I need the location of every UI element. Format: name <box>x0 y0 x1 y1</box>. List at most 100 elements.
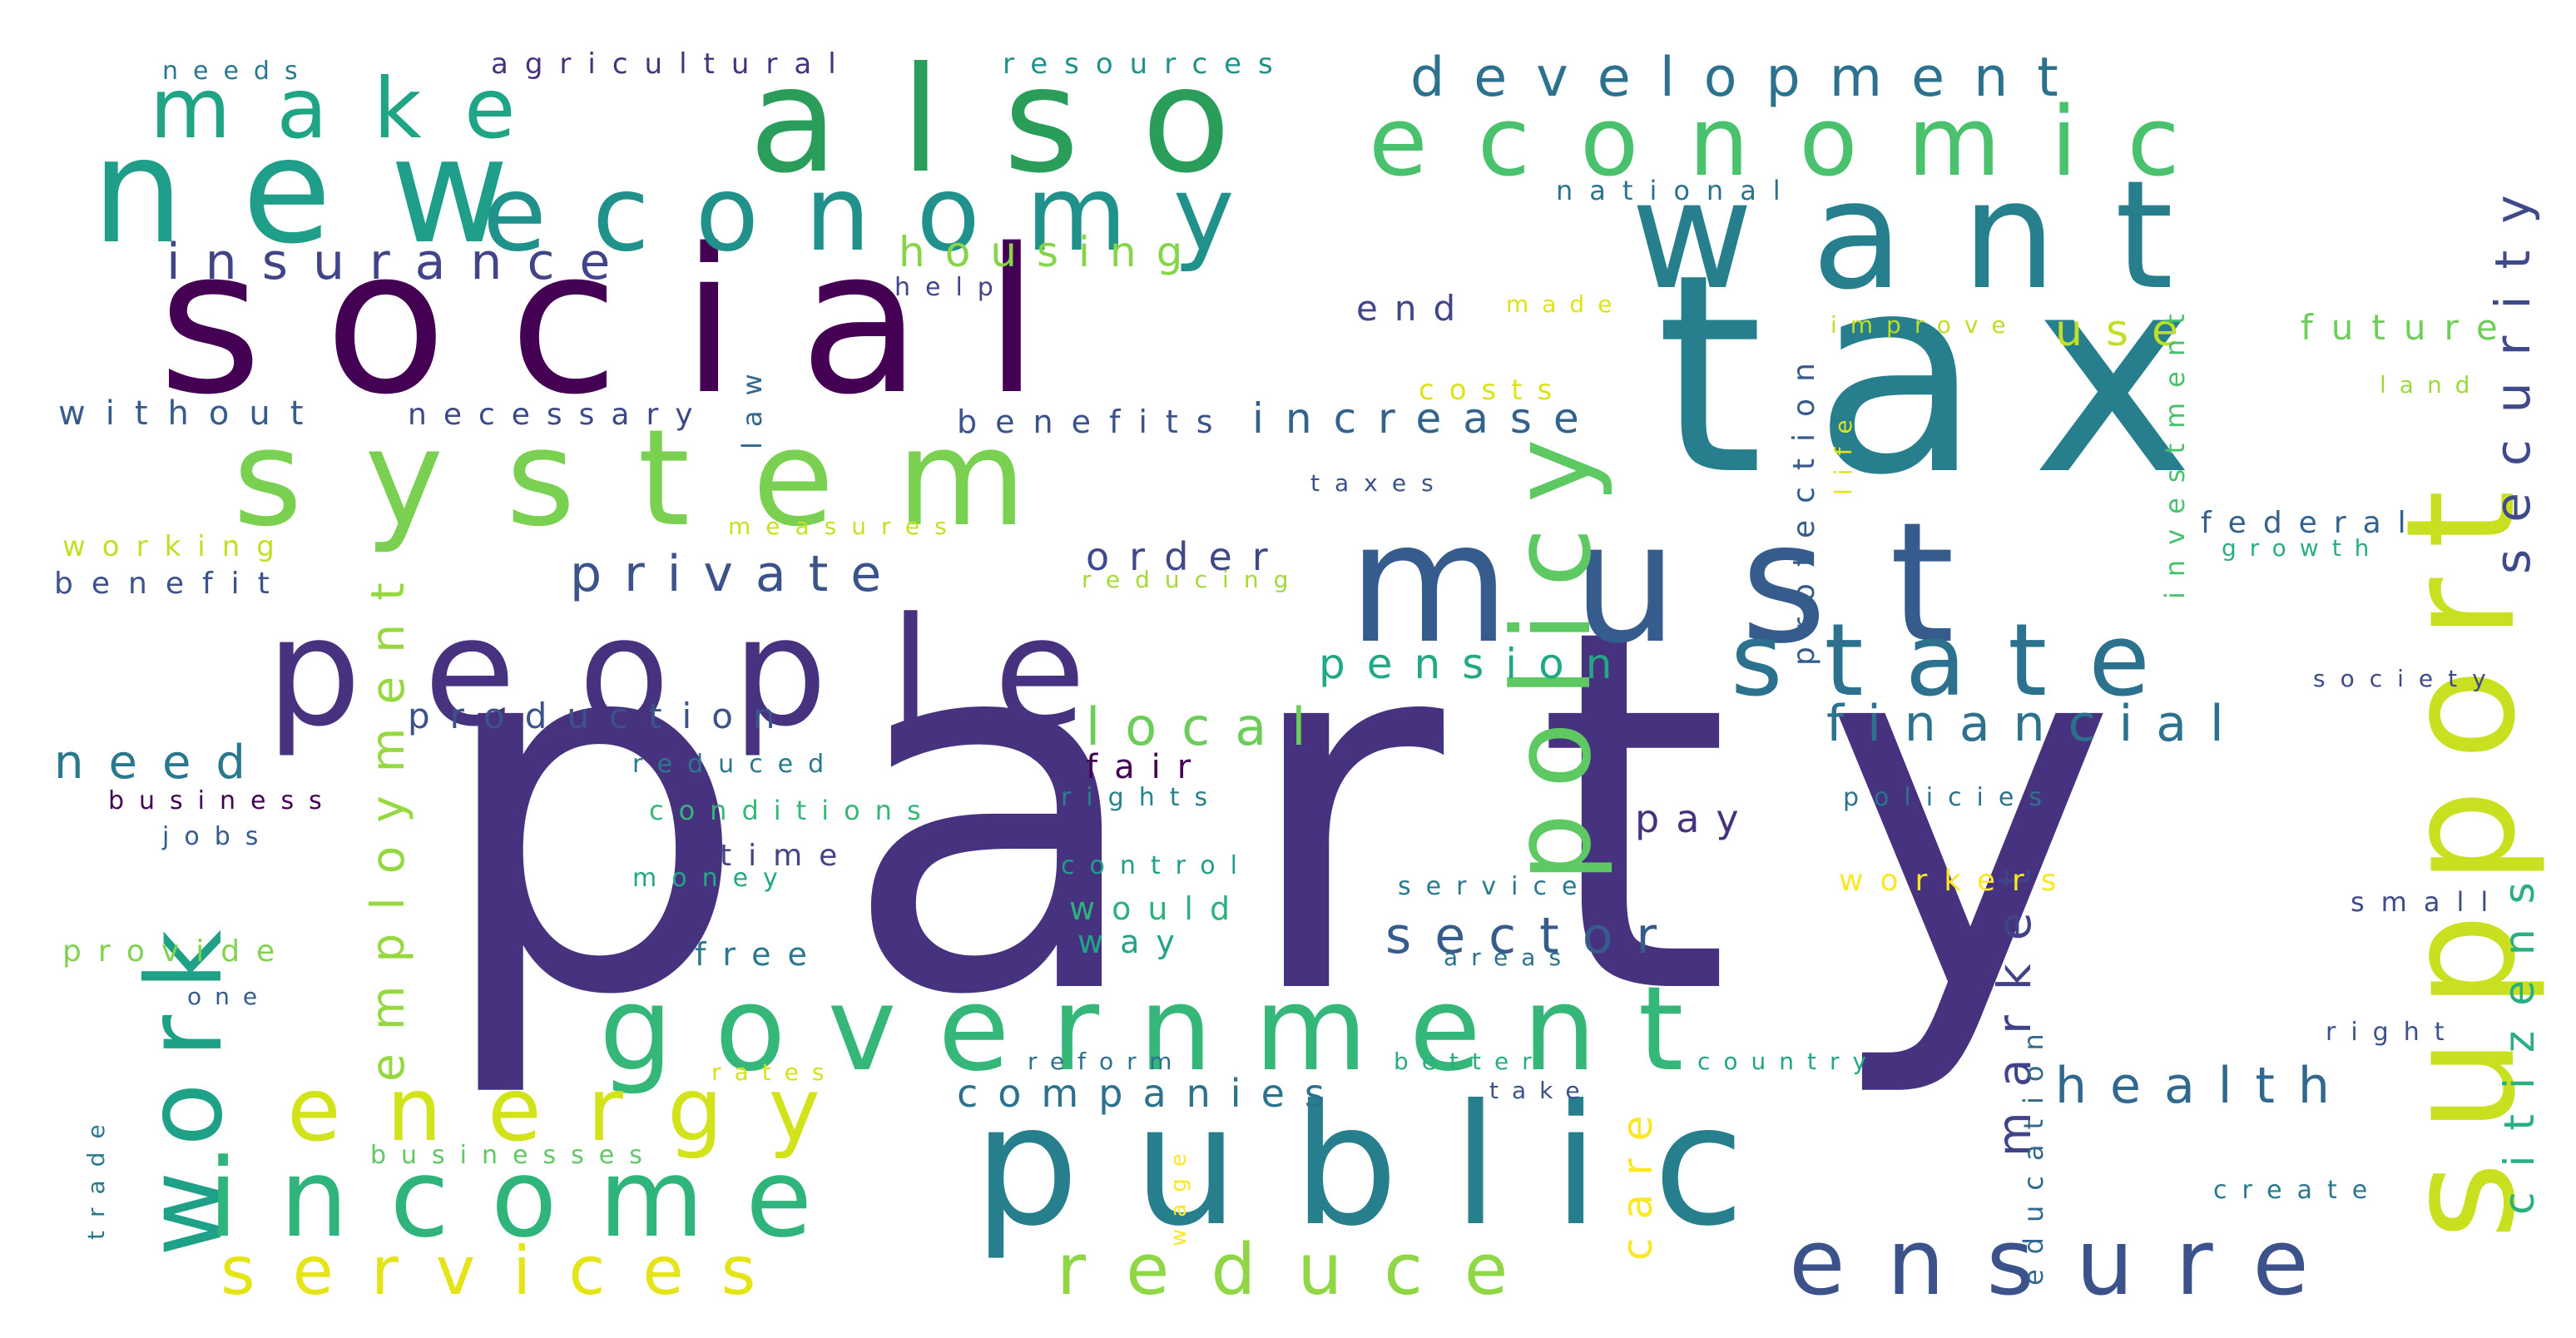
word-provide: provide <box>62 934 291 969</box>
word-areas: areas <box>1444 944 1574 971</box>
word-education: education <box>2018 1018 2049 1286</box>
word-growth: growth <box>2222 534 2382 562</box>
word-tax: tax <box>1656 216 2244 535</box>
word-measures: measures <box>728 513 962 540</box>
word-social: social <box>158 206 1102 439</box>
word-use: use <box>2055 306 2202 356</box>
word-economy: economy <box>483 154 1281 275</box>
word-support: support <box>2375 461 2549 1240</box>
word-public: public <box>973 1069 1799 1263</box>
word-protection: protection <box>1787 346 1821 666</box>
word-reform: reform <box>1028 1048 1185 1075</box>
word-national: national <box>1556 175 1797 206</box>
word-pension: pension <box>1319 640 1633 688</box>
word-services: services <box>220 1232 793 1310</box>
word-taxes: taxes <box>1310 469 1449 497</box>
word-right: right <box>2326 1018 2460 1047</box>
word-benefits: benefits <box>957 404 1231 440</box>
word-companies: companies <box>957 1071 1345 1116</box>
word-take: take <box>1489 1077 1593 1104</box>
word-must: must <box>1348 487 2017 681</box>
word-increase: increase <box>1252 394 1601 443</box>
word-housing: housing <box>899 228 1202 276</box>
word-pay: pay <box>1635 796 1756 841</box>
word-trade: trade <box>82 1111 110 1240</box>
word-health: health <box>2055 1057 2353 1115</box>
word-workers: workers <box>1839 864 2073 898</box>
word-conditions: conditions <box>649 795 936 826</box>
word-improve: improve <box>1830 311 2019 339</box>
word-development: development <box>1410 47 2088 109</box>
word-people: people <box>266 586 1148 760</box>
word-agricultural: agricultural <box>491 47 853 81</box>
word-citizens: citizens <box>2495 857 2544 1215</box>
word-state: state <box>1731 603 2192 719</box>
word-federal: federal <box>2201 506 2423 540</box>
word-rights: rights <box>1061 783 1222 812</box>
word-control: control <box>1061 851 1252 880</box>
word-local: local <box>1086 696 1330 757</box>
word-necessary: necessary <box>408 398 710 432</box>
word-reduced: reduced <box>632 750 839 779</box>
word-help: help <box>894 273 1008 302</box>
word-working: working <box>62 530 291 563</box>
word-businesses: businesses <box>370 1141 657 1170</box>
word-system: system <box>233 400 1088 556</box>
word-rates: rates <box>711 1058 837 1086</box>
word-energy: energy <box>287 1059 866 1161</box>
word-insurance: insurance <box>166 233 635 291</box>
word-reduce: reduce <box>1057 1229 1549 1311</box>
word-land: land <box>2380 371 2483 399</box>
word-would: would <box>1069 890 1246 927</box>
word-costs: costs <box>1419 374 1567 407</box>
word-wage: wage <box>1167 1142 1191 1246</box>
word-financial: financial <box>1826 695 2247 753</box>
word-reducing: reducing <box>1082 566 1303 593</box>
word-time: time <box>720 839 854 873</box>
word-society: society <box>2313 665 2501 692</box>
word-employment: employment <box>361 559 414 1082</box>
word-life: life <box>1830 406 1857 495</box>
word-money: money <box>632 864 793 893</box>
word-end: end <box>1356 288 1472 329</box>
word-business: business <box>108 786 337 815</box>
word-income: income <box>208 1135 854 1261</box>
word-security: security <box>2484 168 2541 574</box>
word-make: make <box>150 60 562 157</box>
word-new: new <box>92 107 567 276</box>
word-way: way <box>1077 924 1191 960</box>
word-sector: sector <box>1385 907 1680 965</box>
word-also: also <box>749 37 1293 206</box>
word-made: made <box>1506 290 1625 318</box>
word-policies: policies <box>1843 783 2057 812</box>
word-work: work <box>125 905 245 1257</box>
word-party: party <box>433 523 2210 1104</box>
word-order: order <box>1086 534 1288 579</box>
word-service: service <box>1398 872 1592 901</box>
word-market: market <box>1988 845 2041 1157</box>
word-needs: needs <box>162 57 313 86</box>
word-want: want <box>1631 149 2232 323</box>
word-need: need <box>54 736 270 790</box>
word-government: government <box>599 962 1725 1098</box>
word-future: future <box>2301 307 2516 348</box>
word-jobs: jobs <box>161 822 273 851</box>
word-small: small <box>2351 886 2504 918</box>
word-production: production <box>408 696 795 736</box>
word-without: without <box>58 394 323 433</box>
word-care: care <box>1613 1098 1662 1261</box>
word-law: law <box>736 359 768 449</box>
word-free: free <box>695 936 824 973</box>
word-investment: investment <box>2159 299 2191 599</box>
word-fair: fair <box>1086 748 1207 786</box>
word-resources: resources <box>1003 47 1290 81</box>
word-private: private <box>570 545 904 603</box>
word-ensure: ensure <box>1789 1209 2351 1316</box>
word-economic: economic <box>1369 87 2230 198</box>
word-better: better <box>1394 1048 1545 1075</box>
word-create: create <box>2213 1176 2382 1205</box>
word-benefit: benefit <box>54 567 288 601</box>
